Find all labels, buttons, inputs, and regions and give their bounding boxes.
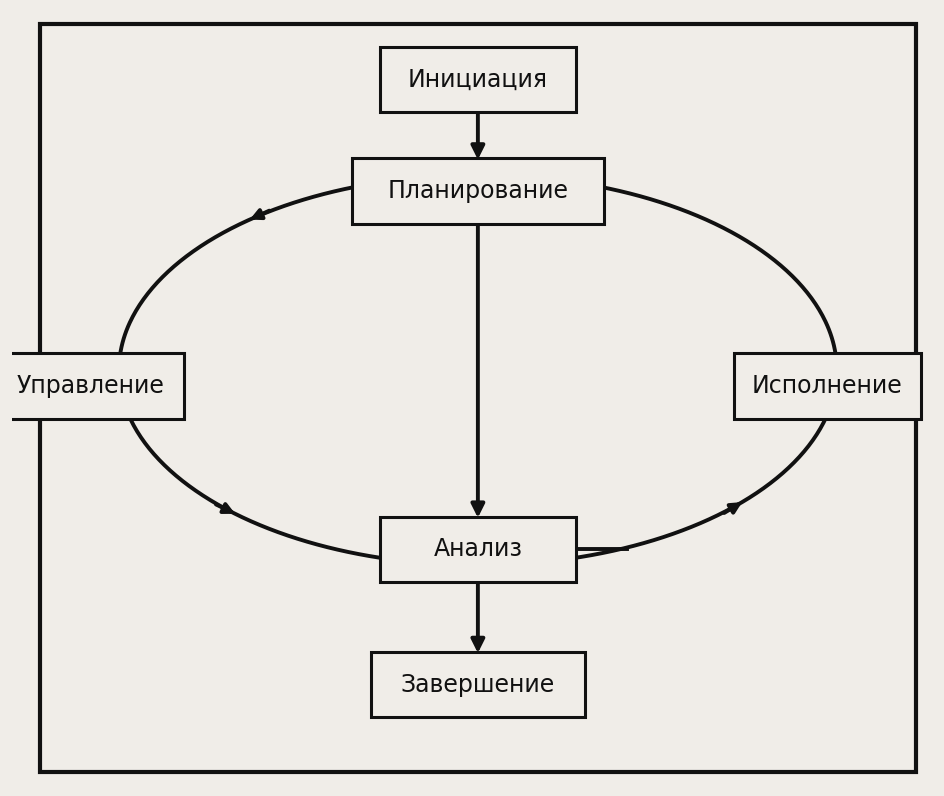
Text: Инициация: Инициация <box>408 68 548 92</box>
FancyBboxPatch shape <box>0 353 184 419</box>
FancyBboxPatch shape <box>734 353 920 419</box>
Text: Исполнение: Исполнение <box>752 374 902 398</box>
Text: Завершение: Завершение <box>401 673 555 696</box>
FancyBboxPatch shape <box>352 158 604 224</box>
Text: Управление: Управление <box>17 374 165 398</box>
FancyBboxPatch shape <box>371 652 585 717</box>
FancyBboxPatch shape <box>380 517 576 582</box>
FancyBboxPatch shape <box>380 47 576 112</box>
Text: Анализ: Анализ <box>433 537 522 561</box>
Text: Планирование: Планирование <box>387 179 568 203</box>
